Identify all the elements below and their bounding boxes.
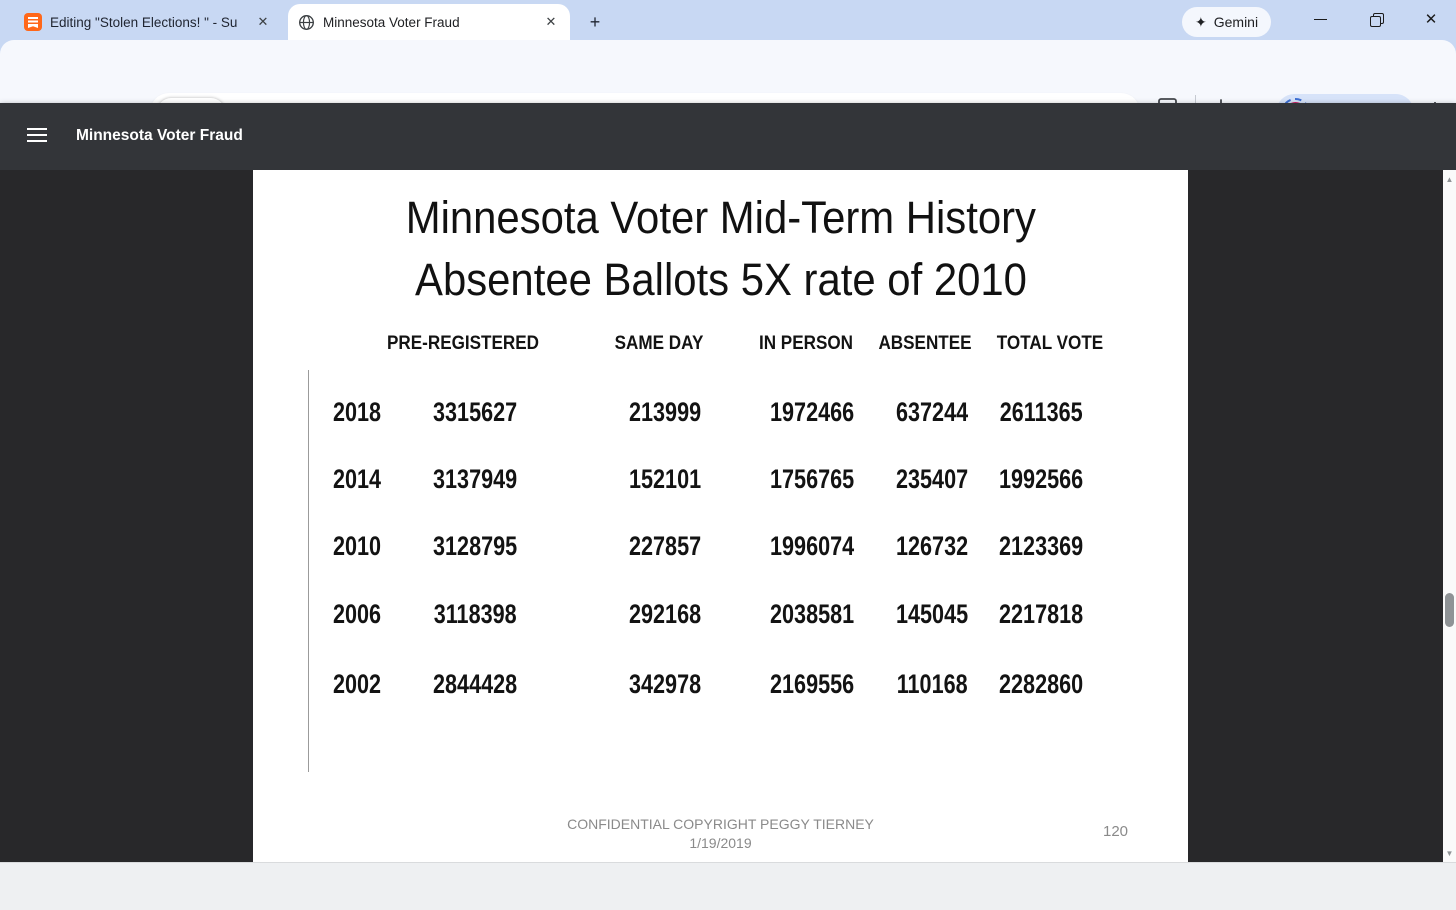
taskbar: Search ⚙ ✓ 7°F Mostly clear ⌃ 3:48	[0, 862, 1456, 910]
restore-icon	[1370, 13, 1384, 27]
pdf-viewport: Minnesota Voter Mid-Term History Absente…	[0, 170, 1456, 862]
gemini-label: Gemini	[1213, 14, 1259, 30]
tab-title: Minnesota Voter Fraud	[323, 14, 460, 30]
table-left-rule	[308, 370, 309, 772]
table-row: 2014 3137949 152101 1756765 235407 19925…	[333, 464, 1083, 494]
scroll-up-icon[interactable]: ▲	[1445, 174, 1454, 184]
doc-title-line2: Absentee Ballots 5X rate of 2010	[414, 254, 1027, 305]
tab-close-icon[interactable]: ✕	[257, 14, 269, 29]
scroll-down-icon[interactable]: ▼	[1445, 848, 1454, 858]
vertical-scrollbar[interactable]: ▲ ▼	[1443, 170, 1456, 862]
pdf-page: Minnesota Voter Mid-Term History Absente…	[253, 170, 1188, 862]
table-row: 2006 3118398 292168 2038581 145045 22178…	[333, 599, 1083, 629]
substack-favicon-icon	[24, 13, 42, 31]
column-header: PRE-REGISTERED	[386, 333, 540, 354]
browser-toolbar: ← → ⟳ i File C:/Users/User/Downloads/Vot…	[0, 40, 1456, 131]
minimize-button[interactable]	[1297, 0, 1343, 38]
close-button[interactable]: ✕	[1408, 0, 1454, 38]
column-header: SAME DAY	[614, 333, 704, 354]
close-icon: ✕	[1424, 11, 1438, 28]
pdf-toolbar: Minnesota Voter Fraud 118 / 182 − 82% + …	[0, 103, 1456, 253]
gemini-sparkle-icon: ✦	[1195, 13, 1207, 30]
pdf-menu-icon[interactable]	[27, 128, 47, 142]
confidential-footer: CONFIDENTIAL COPYRIGHT PEGGY TIERNEY	[567, 816, 874, 832]
gemini-button[interactable]: ✦ Gemini	[1182, 7, 1272, 37]
new-tab-button[interactable]: +	[589, 11, 601, 32]
doc-page-number: 120	[1103, 823, 1129, 840]
table-row: 2018 3315627 213999 1972466 637244 26113…	[333, 397, 1083, 427]
table-row: 2002 2844428 342978 2169556 110168 22828…	[333, 669, 1083, 699]
tab-minnesota-voter-fraud[interactable]: Minnesota Voter Fraud ✕	[288, 4, 570, 40]
scrollbar-thumb[interactable]	[1445, 593, 1454, 627]
column-header: TOTAL VOTE	[996, 333, 1104, 354]
column-header: IN PERSON	[758, 333, 854, 354]
tab-close-icon[interactable]: ✕	[545, 14, 557, 29]
pdf-document-title: Minnesota Voter Fraud	[76, 127, 243, 144]
doc-title-line1: Minnesota Voter Mid-Term History	[405, 192, 1036, 243]
column-header: ABSENTEE	[878, 333, 972, 354]
table-row: 2010 3128795 227857 1996074 126732 21233…	[333, 531, 1083, 561]
footer-date: 1/19/2019	[689, 835, 752, 851]
minimize-icon	[1313, 18, 1327, 20]
restore-button[interactable]	[1353, 0, 1399, 38]
tab-title: Editing "Stolen Elections! " - Su	[50, 14, 238, 30]
tab-editing-stolen-elections[interactable]: Editing "Stolen Elections! " - Su ✕	[14, 5, 282, 39]
globe-favicon-icon	[299, 14, 314, 30]
tab-strip: Editing "Stolen Elections! " - Su ✕ Minn…	[0, 0, 1456, 40]
